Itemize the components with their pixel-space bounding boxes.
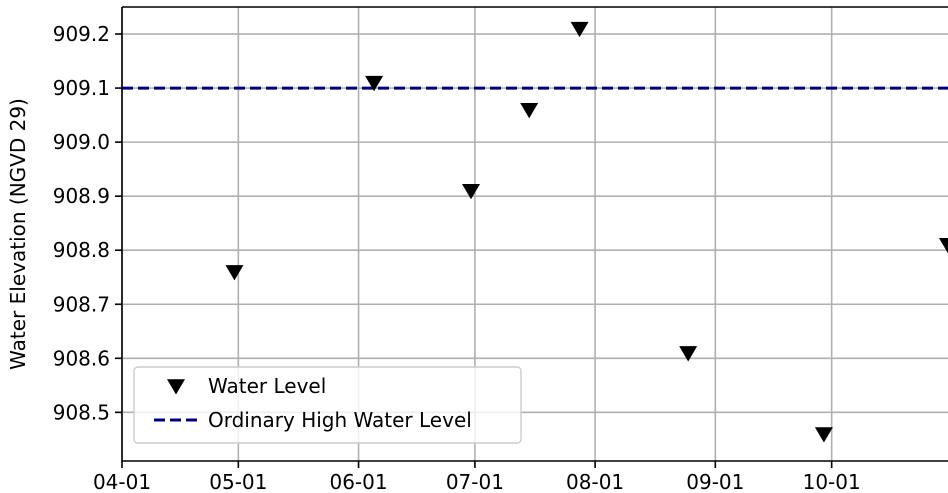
water-level-point	[939, 238, 948, 254]
x-tick-label: 04-01	[93, 470, 151, 493]
y-tick-label: 908.6	[53, 346, 110, 370]
water-level-point	[814, 427, 833, 443]
x-tick-label: 05-01	[209, 470, 267, 493]
y-tick-label: 908.5	[53, 400, 110, 424]
x-tick-label: 09-01	[686, 470, 744, 493]
y-tick-label: 908.8	[53, 238, 110, 262]
x-tick-label: 08-01	[566, 470, 624, 493]
legend-water-level-marker	[167, 379, 185, 395]
y-axis-ticks: 909.2 909.1 909.0 908.9 908.8 908.7 908.6 908.5	[53, 22, 122, 424]
x-axis-ticks: 04-01 05-01 06-01 07-01 08-01 09-01 10-01	[93, 461, 861, 493]
y-tick-label: 908.9	[53, 184, 110, 208]
water-level-point	[225, 265, 244, 281]
water-level-point	[365, 75, 384, 92]
y-tick-label: 909.0	[53, 130, 110, 154]
y-axis-label: Water Elevation (NGVD 29)	[6, 98, 30, 370]
water-level-points	[225, 21, 948, 443]
y-tick-label: 909.2	[53, 22, 110, 46]
x-tick-label: 10-01	[803, 470, 861, 493]
water-level-point	[679, 346, 698, 362]
water-level-point	[462, 184, 481, 200]
water-level-point	[520, 102, 539, 119]
x-tick-label: 07-01	[446, 470, 504, 493]
y-tick-label: 909.1	[53, 76, 110, 100]
legend-water-level-label: Water Level	[208, 374, 326, 398]
water-level-point	[570, 21, 589, 38]
y-tick-label: 908.7	[53, 292, 110, 316]
legend-box	[133, 366, 522, 444]
grid-lines	[121, 7, 948, 461]
legend-ohwl-label: Ordinary High Water Level	[208, 408, 472, 432]
x-tick-label: 06-01	[329, 470, 387, 493]
axes	[121, 6, 948, 462]
legend: Water Level Ordinary High Water Level	[133, 366, 522, 444]
